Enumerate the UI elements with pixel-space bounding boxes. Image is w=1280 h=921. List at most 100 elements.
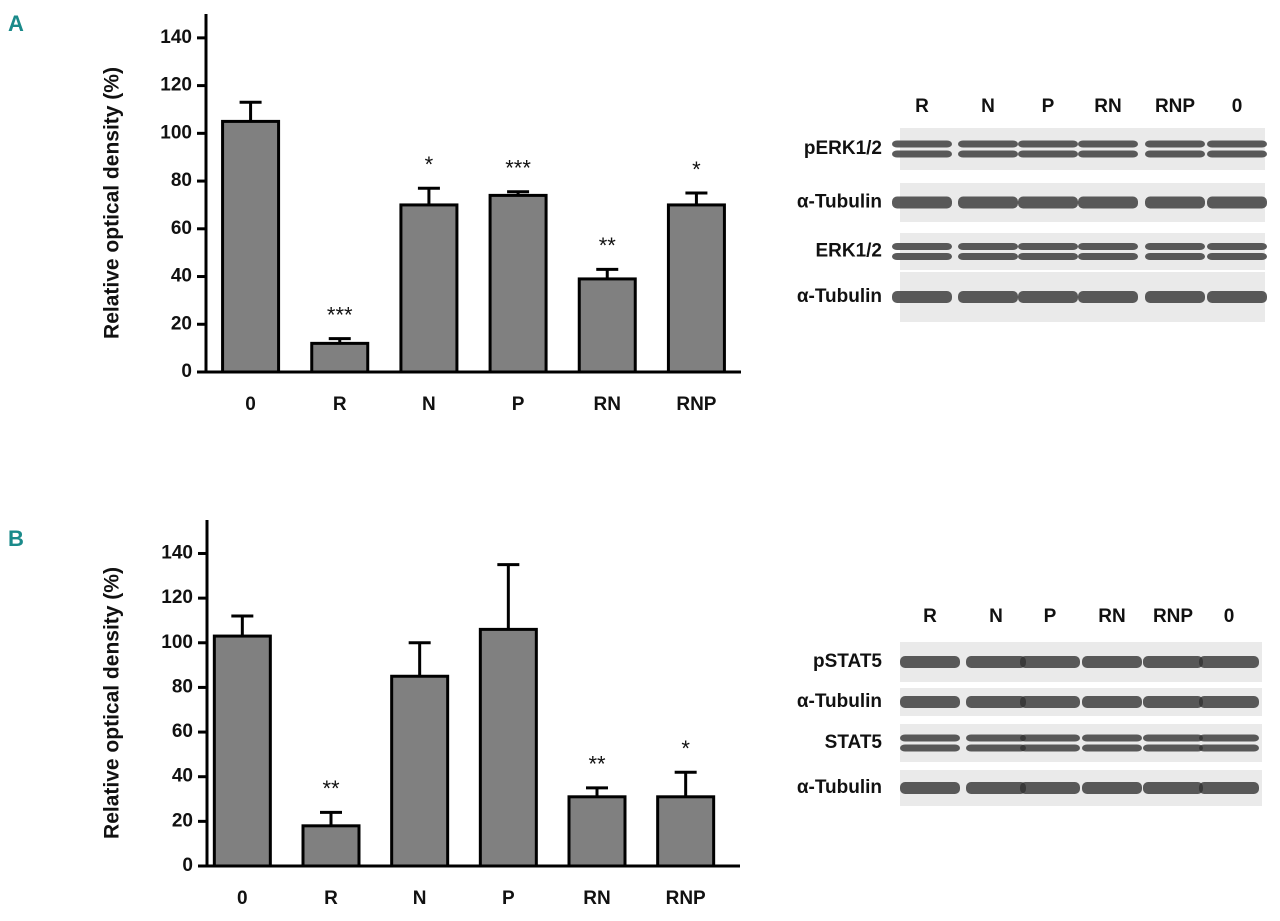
blot-band bbox=[1145, 150, 1205, 158]
blot-band bbox=[958, 140, 1018, 148]
bar bbox=[577, 277, 637, 374]
blot-band bbox=[1143, 782, 1203, 794]
blot-row-label: α-Tubulin bbox=[797, 286, 882, 307]
blot-band bbox=[1199, 734, 1259, 742]
lane-label: 0 bbox=[1232, 96, 1243, 117]
blot-band bbox=[892, 243, 952, 250]
bar bbox=[390, 674, 450, 868]
bar bbox=[212, 634, 272, 868]
blot-band bbox=[1199, 656, 1259, 668]
bar bbox=[488, 193, 548, 374]
blot-band bbox=[958, 150, 1018, 158]
blot-band bbox=[892, 291, 952, 303]
blot-band bbox=[1018, 243, 1078, 250]
blot-band bbox=[966, 734, 1026, 742]
blot-band bbox=[1145, 291, 1205, 303]
bar bbox=[399, 203, 459, 374]
lane-label: RN bbox=[1094, 96, 1121, 117]
blot-band bbox=[900, 696, 960, 708]
blot-band bbox=[1078, 253, 1138, 260]
blot-band bbox=[1143, 734, 1203, 742]
blot-band bbox=[1020, 696, 1080, 708]
blot-band bbox=[1143, 656, 1203, 668]
blot-band bbox=[1207, 140, 1267, 148]
blot-band bbox=[1207, 243, 1267, 250]
bar bbox=[567, 795, 627, 868]
y-tick-label: 100 bbox=[160, 122, 192, 143]
significance: ** bbox=[599, 233, 617, 258]
y-tick-label: 140 bbox=[161, 542, 193, 563]
y-tick-label: 40 bbox=[172, 766, 193, 787]
y-tick-label: 140 bbox=[160, 27, 192, 48]
blot-band bbox=[1145, 140, 1205, 148]
y-tick-label: 20 bbox=[172, 810, 193, 831]
blot-band bbox=[966, 744, 1026, 752]
blot-band bbox=[900, 656, 960, 668]
x-tick-label: 0 bbox=[245, 394, 256, 415]
x-tick-label: RNP bbox=[666, 888, 706, 909]
y-tick-label: 0 bbox=[181, 361, 192, 382]
blot-band bbox=[1018, 291, 1078, 303]
blot-band bbox=[892, 140, 952, 148]
blot-row-label: STAT5 bbox=[825, 732, 883, 753]
panel-label: B bbox=[8, 526, 24, 551]
lane-label: RNP bbox=[1155, 96, 1195, 117]
blot-band bbox=[958, 291, 1018, 303]
lane-label: RNP bbox=[1153, 606, 1193, 627]
blot-band bbox=[1143, 744, 1203, 752]
blot-band bbox=[1078, 150, 1138, 158]
bar bbox=[656, 795, 716, 868]
lane-label: N bbox=[989, 606, 1003, 627]
blot-band bbox=[900, 782, 960, 794]
lane-label: RN bbox=[1098, 606, 1125, 627]
blot-band bbox=[1078, 140, 1138, 148]
lane-label: P bbox=[1044, 606, 1057, 627]
blot-band bbox=[1145, 243, 1205, 250]
x-tick-label: 0 bbox=[237, 888, 248, 909]
blot-row-label: pSTAT5 bbox=[813, 651, 882, 672]
blot-row-label: α-Tubulin bbox=[797, 192, 882, 213]
significance: * bbox=[681, 736, 690, 761]
bar bbox=[301, 824, 361, 868]
y-tick-label: 40 bbox=[171, 266, 192, 287]
y-axis-label: Relative optical density (%) bbox=[101, 567, 124, 839]
blot-band bbox=[1145, 196, 1205, 209]
blot-band bbox=[1082, 734, 1142, 742]
x-tick-label: R bbox=[333, 394, 347, 415]
blot-band bbox=[892, 196, 952, 209]
blot-band bbox=[1199, 744, 1259, 752]
lane-label: N bbox=[981, 96, 995, 117]
blot-row-label: α-Tubulin bbox=[797, 777, 882, 798]
blot-band bbox=[1082, 744, 1142, 752]
blot-band bbox=[900, 744, 960, 752]
blot-band bbox=[966, 696, 1026, 708]
blot-band bbox=[1078, 291, 1138, 303]
blot-band bbox=[958, 253, 1018, 260]
blot-band bbox=[1082, 696, 1142, 708]
blot-band bbox=[1018, 196, 1078, 209]
blot-band bbox=[1145, 253, 1205, 260]
y-axis-label: Relative optical density (%) bbox=[101, 67, 124, 339]
blot-band bbox=[966, 782, 1026, 794]
blot-row-label: α-Tubulin bbox=[797, 691, 882, 712]
significance: *** bbox=[327, 302, 353, 327]
blot-band bbox=[1207, 196, 1267, 209]
bar bbox=[221, 119, 281, 374]
blot-band bbox=[1082, 782, 1142, 794]
x-tick-label: P bbox=[502, 888, 515, 909]
significance: * bbox=[692, 157, 701, 182]
blot-strip bbox=[900, 233, 1265, 270]
blot-band bbox=[1018, 140, 1078, 148]
blot-band bbox=[1207, 253, 1267, 260]
blot-band bbox=[900, 734, 960, 742]
blot-strip bbox=[900, 128, 1265, 170]
bar bbox=[666, 203, 726, 374]
blot-band bbox=[1078, 243, 1138, 250]
blot-band bbox=[1020, 782, 1080, 794]
blot-band bbox=[892, 253, 952, 260]
blot-band bbox=[1199, 782, 1259, 794]
y-tick-label: 120 bbox=[161, 587, 193, 608]
blot-band bbox=[1082, 656, 1142, 668]
blot-band bbox=[892, 150, 952, 158]
y-tick-label: 60 bbox=[171, 218, 192, 239]
